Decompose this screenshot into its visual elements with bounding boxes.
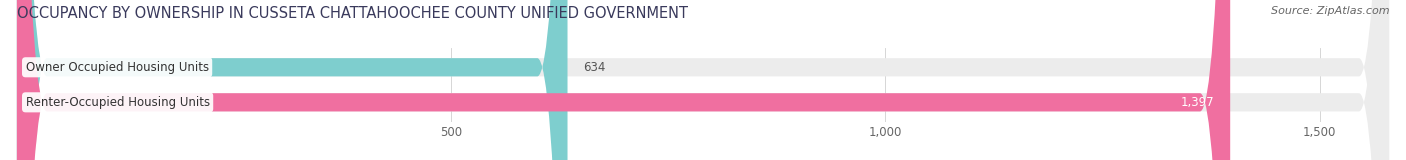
- FancyBboxPatch shape: [17, 0, 1389, 160]
- Text: OCCUPANCY BY OWNERSHIP IN CUSSETA CHATTAHOOCHEE COUNTY UNIFIED GOVERNMENT: OCCUPANCY BY OWNERSHIP IN CUSSETA CHATTA…: [17, 6, 688, 21]
- Text: Owner Occupied Housing Units: Owner Occupied Housing Units: [25, 61, 208, 74]
- FancyBboxPatch shape: [17, 0, 568, 160]
- Text: 634: 634: [583, 61, 606, 74]
- FancyBboxPatch shape: [17, 0, 1389, 160]
- Text: Source: ZipAtlas.com: Source: ZipAtlas.com: [1271, 6, 1389, 16]
- FancyBboxPatch shape: [17, 0, 1230, 160]
- Text: Renter-Occupied Housing Units: Renter-Occupied Housing Units: [25, 96, 209, 109]
- Text: 1,397: 1,397: [1181, 96, 1215, 109]
